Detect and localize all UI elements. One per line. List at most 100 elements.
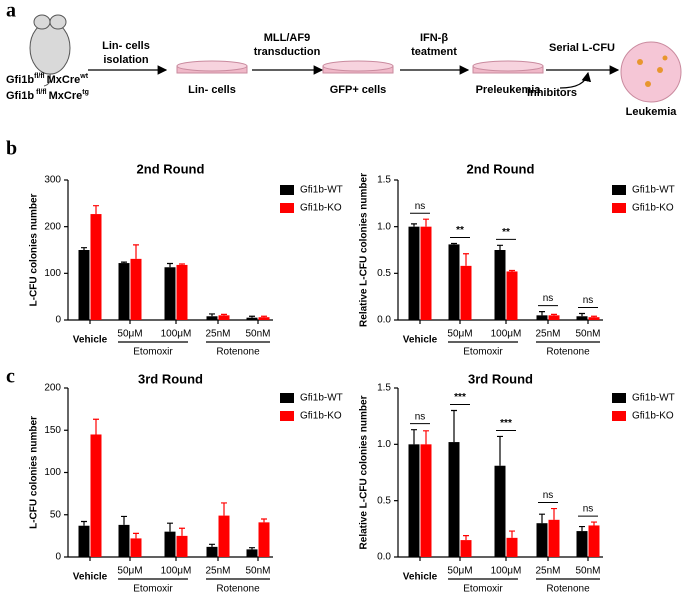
cre: MxCre bbox=[47, 74, 81, 86]
error-bar bbox=[551, 313, 557, 316]
error-bar bbox=[423, 430, 429, 445]
y-tick-label: 0 bbox=[55, 552, 61, 563]
panel-label: c bbox=[6, 366, 15, 388]
bar bbox=[448, 244, 460, 320]
error-bar bbox=[179, 263, 185, 265]
bar bbox=[460, 540, 472, 557]
error-bar bbox=[423, 218, 429, 227]
group-label: Rotenone bbox=[546, 584, 590, 595]
group-label: Etomoxir bbox=[133, 584, 173, 595]
step-label: transduction bbox=[254, 46, 321, 58]
legend-swatch bbox=[612, 203, 626, 213]
cre: MxCre bbox=[49, 90, 83, 102]
error-bar bbox=[121, 261, 127, 264]
panel-label: a bbox=[6, 0, 16, 22]
genotype: Gfi1bfl/fl MxCrewt bbox=[6, 73, 89, 86]
bar bbox=[130, 258, 142, 320]
legend-swatch bbox=[280, 185, 294, 195]
stage-label: GFP+ cells bbox=[330, 84, 387, 96]
error-bar bbox=[411, 223, 417, 227]
error-bar bbox=[209, 313, 215, 317]
bar bbox=[218, 515, 230, 557]
bar bbox=[494, 465, 506, 557]
legend-label: Gfi1b-KO bbox=[632, 411, 674, 422]
group-label: Rotenone bbox=[216, 584, 260, 595]
bar bbox=[90, 434, 102, 557]
error-bar bbox=[411, 429, 417, 445]
y-axis-label: L-CFU colonies number bbox=[29, 194, 40, 307]
bar bbox=[258, 317, 270, 320]
y-tick-label: 150 bbox=[44, 425, 61, 436]
error-bar bbox=[261, 518, 267, 523]
error-bar bbox=[509, 269, 515, 272]
x-tick-label: 50μM bbox=[117, 329, 142, 340]
bar bbox=[576, 316, 588, 320]
significance: ** bbox=[502, 227, 510, 238]
error-bar bbox=[249, 547, 255, 550]
error-bar bbox=[93, 205, 99, 215]
error-bar bbox=[167, 522, 173, 532]
error-bar bbox=[591, 315, 597, 318]
x-tick-label: Vehicle bbox=[403, 335, 438, 346]
legend-swatch bbox=[612, 411, 626, 421]
error-bar bbox=[133, 244, 139, 259]
error-bar bbox=[451, 242, 457, 245]
arrows bbox=[88, 65, 620, 89]
legend-label: Gfi1b-KO bbox=[632, 203, 674, 214]
x-tick-label: 100μM bbox=[491, 329, 522, 340]
legend-swatch bbox=[612, 185, 626, 195]
x-tick-label: 100μM bbox=[161, 566, 192, 577]
sup: fl/fl bbox=[36, 89, 47, 96]
group-label: Etomoxir bbox=[463, 347, 503, 358]
y-axis-label: L-CFU colonies number bbox=[29, 416, 40, 529]
bar bbox=[258, 522, 270, 557]
error-bar bbox=[167, 262, 173, 268]
error-bar bbox=[81, 247, 87, 250]
chart-title: 3rd Round bbox=[468, 371, 533, 386]
bar bbox=[548, 315, 560, 320]
step-label: Serial L-CFU bbox=[549, 42, 615, 54]
bar bbox=[78, 525, 90, 557]
error-bar bbox=[93, 418, 99, 435]
group-label: Etomoxir bbox=[463, 584, 503, 595]
sup: tg bbox=[82, 89, 89, 96]
bar bbox=[420, 226, 432, 320]
y-tick-label: 1.0 bbox=[377, 439, 391, 450]
error-bar bbox=[221, 502, 227, 516]
error-bar bbox=[179, 527, 185, 536]
y-tick-label: 100 bbox=[44, 268, 61, 279]
legend-swatch bbox=[280, 203, 294, 213]
y-tick-label: 1.5 bbox=[377, 175, 391, 186]
bar bbox=[176, 264, 188, 320]
bar bbox=[246, 549, 258, 557]
y-tick-label: 200 bbox=[44, 383, 61, 394]
x-tick-label: 50nM bbox=[245, 329, 270, 340]
bar bbox=[506, 537, 518, 557]
significance: *** bbox=[454, 392, 466, 403]
x-tick-label: 25nM bbox=[535, 329, 560, 340]
bar bbox=[588, 525, 600, 557]
bar bbox=[246, 317, 258, 320]
bar bbox=[164, 267, 176, 320]
dishes bbox=[176, 41, 682, 103]
error-bar bbox=[463, 534, 469, 541]
significance: ns bbox=[583, 504, 594, 515]
gene: Gfi1b bbox=[6, 74, 34, 86]
bar bbox=[548, 519, 560, 557]
y-tick-label: 100 bbox=[44, 467, 61, 478]
bar bbox=[588, 317, 600, 320]
bar bbox=[218, 315, 230, 320]
error-bar bbox=[497, 435, 503, 466]
bar bbox=[176, 535, 188, 557]
mouse-icon bbox=[29, 14, 71, 87]
bar bbox=[420, 444, 432, 557]
bar bbox=[460, 265, 472, 320]
bar bbox=[78, 250, 90, 320]
y-tick-label: 300 bbox=[44, 175, 61, 186]
bar bbox=[494, 250, 506, 320]
error-bar bbox=[509, 530, 515, 538]
bar bbox=[90, 214, 102, 320]
bar bbox=[536, 315, 548, 320]
bar bbox=[164, 531, 176, 557]
